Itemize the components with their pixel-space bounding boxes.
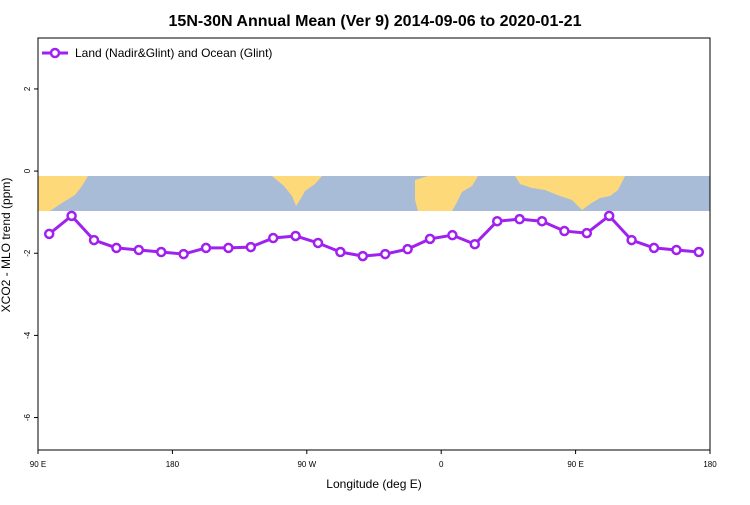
land — [415, 176, 478, 211]
y-tick-label: -6 — [23, 413, 32, 421]
x-tick-label: 180 — [166, 460, 180, 469]
x-tick-label: 90 E — [567, 460, 583, 469]
x-axis-label: Longitude (deg E) — [326, 477, 421, 491]
land — [515, 176, 625, 210]
x-tick-label: 90 W — [297, 460, 316, 469]
data-point — [155, 246, 167, 258]
data-point — [559, 225, 570, 237]
data-point — [335, 246, 346, 258]
data-point — [66, 210, 77, 222]
chart-title: 15N-30N Annual Mean (Ver 9) 2014-09-06 t… — [169, 13, 582, 30]
data-point — [245, 241, 257, 253]
legend-label: Land (Nadir&Glint) and Ocean (Glint) — [75, 46, 272, 60]
data-point — [603, 210, 615, 222]
data-point — [43, 228, 55, 240]
data-point — [290, 230, 301, 242]
data-point — [267, 232, 279, 244]
data-point — [469, 238, 481, 250]
data-line — [48, 214, 699, 258]
y-axis-label: XCO2 - MLO trend (ppm) — [0, 178, 13, 313]
plot-frame — [37, 37, 711, 451]
legend-marker — [49, 47, 61, 59]
x-tick-label: 90 E — [30, 460, 46, 469]
data-point — [200, 242, 212, 254]
land — [38, 176, 88, 211]
data-point — [223, 242, 234, 254]
data-point — [402, 243, 413, 255]
data-point — [133, 244, 145, 256]
data-point — [581, 227, 593, 239]
data-point — [88, 234, 100, 246]
data-point — [424, 233, 436, 245]
x-tick-label: 180 — [703, 460, 717, 469]
data-point — [379, 248, 391, 260]
y-tick-label: 0 — [23, 168, 32, 173]
y-tick-label: 2 — [23, 86, 32, 91]
data-point — [357, 250, 369, 262]
data-point — [491, 215, 503, 227]
land — [272, 176, 322, 206]
data-point — [514, 213, 525, 225]
y-tick-label: -4 — [23, 331, 32, 339]
x-tick-label: 0 — [439, 460, 444, 469]
data-point — [447, 229, 458, 241]
map-band — [38, 176, 710, 211]
data-point — [178, 248, 189, 260]
data-point — [536, 215, 548, 227]
legend: Land (Nadir&Glint) and Ocean (Glint) — [42, 46, 272, 60]
data-point — [111, 242, 122, 254]
y-tick-label: -2 — [23, 249, 32, 257]
data-point — [648, 242, 660, 254]
data-point — [671, 244, 682, 256]
data-point — [312, 237, 324, 249]
data-point — [626, 234, 637, 246]
data-point — [693, 246, 705, 258]
